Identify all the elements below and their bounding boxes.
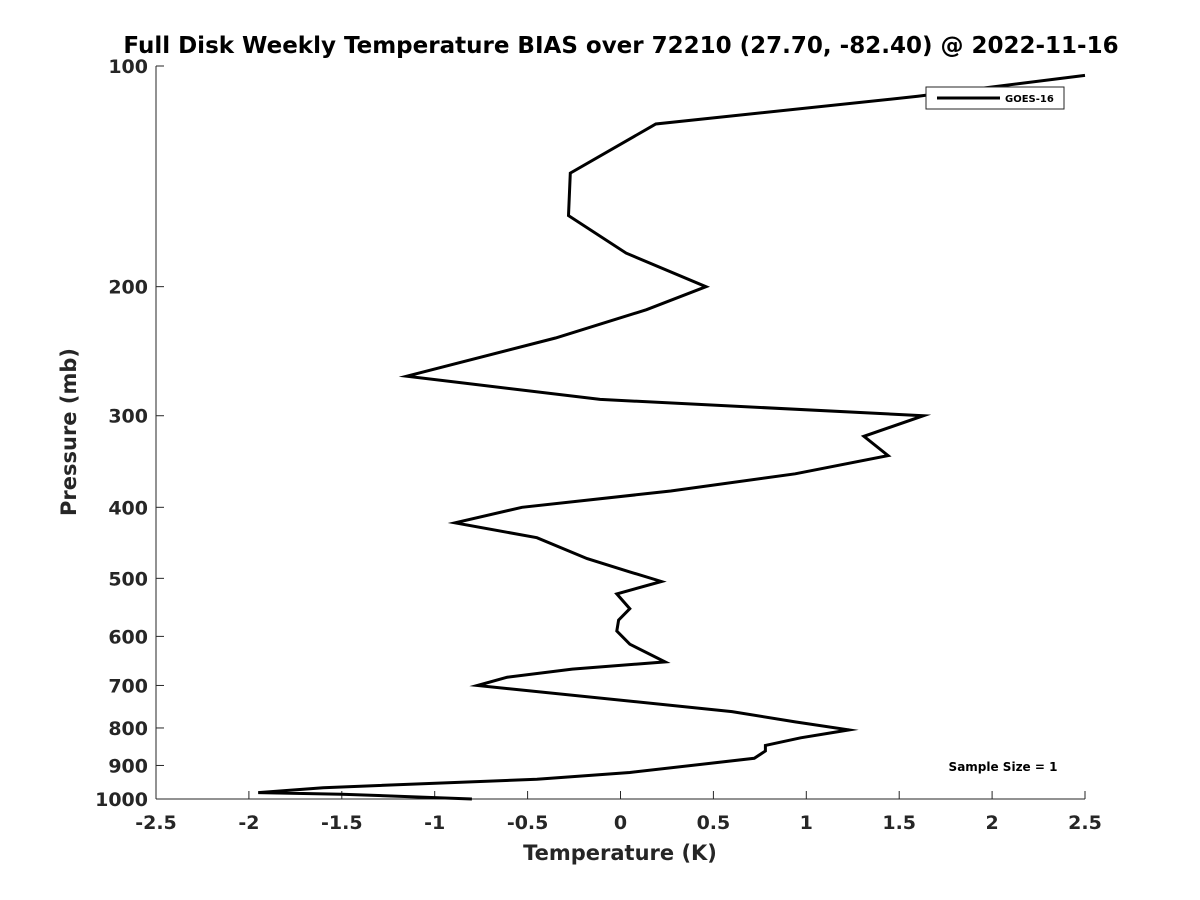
sample-size-annotation: Sample Size = 1 — [949, 760, 1058, 774]
legend: GOES-16 — [925, 86, 1065, 110]
series-layer — [258, 73, 1086, 801]
x-tick-label: 0 — [614, 812, 627, 834]
x-tick-label: -1.5 — [321, 812, 363, 834]
y-tick-label: 300 — [108, 406, 148, 428]
x-tick-label: 2.5 — [1068, 812, 1102, 834]
x-tick-label: 0.5 — [697, 812, 731, 834]
x-tick-label: -1 — [424, 812, 445, 834]
y-tick-label: 600 — [108, 626, 148, 648]
y-axis-ticks: 100 200 300 400 500 600 700 800 900 1000 — [95, 56, 164, 811]
x-tick-label: 1 — [800, 812, 813, 834]
y-tick-label: 900 — [108, 755, 148, 777]
x-tick-label: -2 — [238, 812, 259, 834]
x-tick-label: -2.5 — [135, 812, 177, 834]
y-tick-label: 1000 — [95, 789, 148, 811]
x-tick-label: -0.5 — [507, 812, 549, 834]
y-tick-label: 500 — [108, 568, 148, 590]
x-axis-ticks: -2.5 -2 -1.5 -1 -0.5 0 0.5 1 1.5 2 2.5 — [135, 791, 1102, 834]
x-tick-label: 1.5 — [882, 812, 916, 834]
series-line-goes-16 — [258, 73, 1086, 801]
x-axis-label: Temperature (K) — [523, 841, 717, 865]
legend-label-goes-16: GOES-16 — [1005, 94, 1054, 105]
y-tick-label: 700 — [108, 675, 148, 697]
y-tick-label: 400 — [108, 497, 148, 519]
y-axis-label: Pressure (mb) — [57, 348, 81, 516]
x-tick-label: 2 — [985, 812, 998, 834]
chart-title: Full Disk Weekly Temperature BIAS over 7… — [123, 33, 1118, 59]
y-tick-label: 200 — [108, 277, 148, 299]
y-tick-label: 800 — [108, 718, 148, 740]
y-tick-label: 100 — [108, 56, 148, 78]
